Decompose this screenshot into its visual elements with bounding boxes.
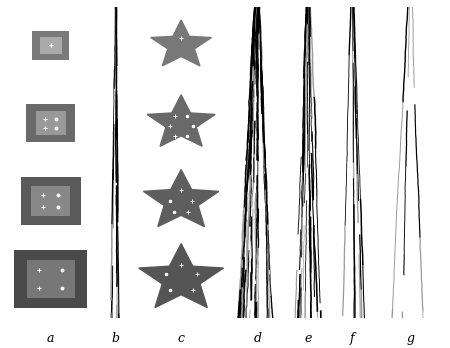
- Bar: [21, 177, 81, 225]
- Bar: [40, 37, 62, 54]
- Bar: [27, 104, 75, 142]
- Text: b: b: [112, 332, 120, 345]
- Bar: [27, 260, 75, 298]
- Bar: [36, 111, 66, 135]
- Polygon shape: [151, 20, 211, 66]
- Polygon shape: [147, 95, 215, 146]
- Polygon shape: [144, 169, 219, 227]
- Bar: [32, 31, 69, 60]
- Text: e: e: [305, 332, 312, 345]
- Bar: [32, 186, 70, 216]
- Polygon shape: [139, 244, 224, 308]
- Text: c: c: [178, 332, 184, 345]
- Text: d: d: [254, 332, 261, 345]
- Bar: [14, 250, 87, 308]
- Text: f: f: [350, 332, 355, 345]
- Text: a: a: [47, 332, 54, 345]
- Text: g: g: [407, 332, 414, 345]
